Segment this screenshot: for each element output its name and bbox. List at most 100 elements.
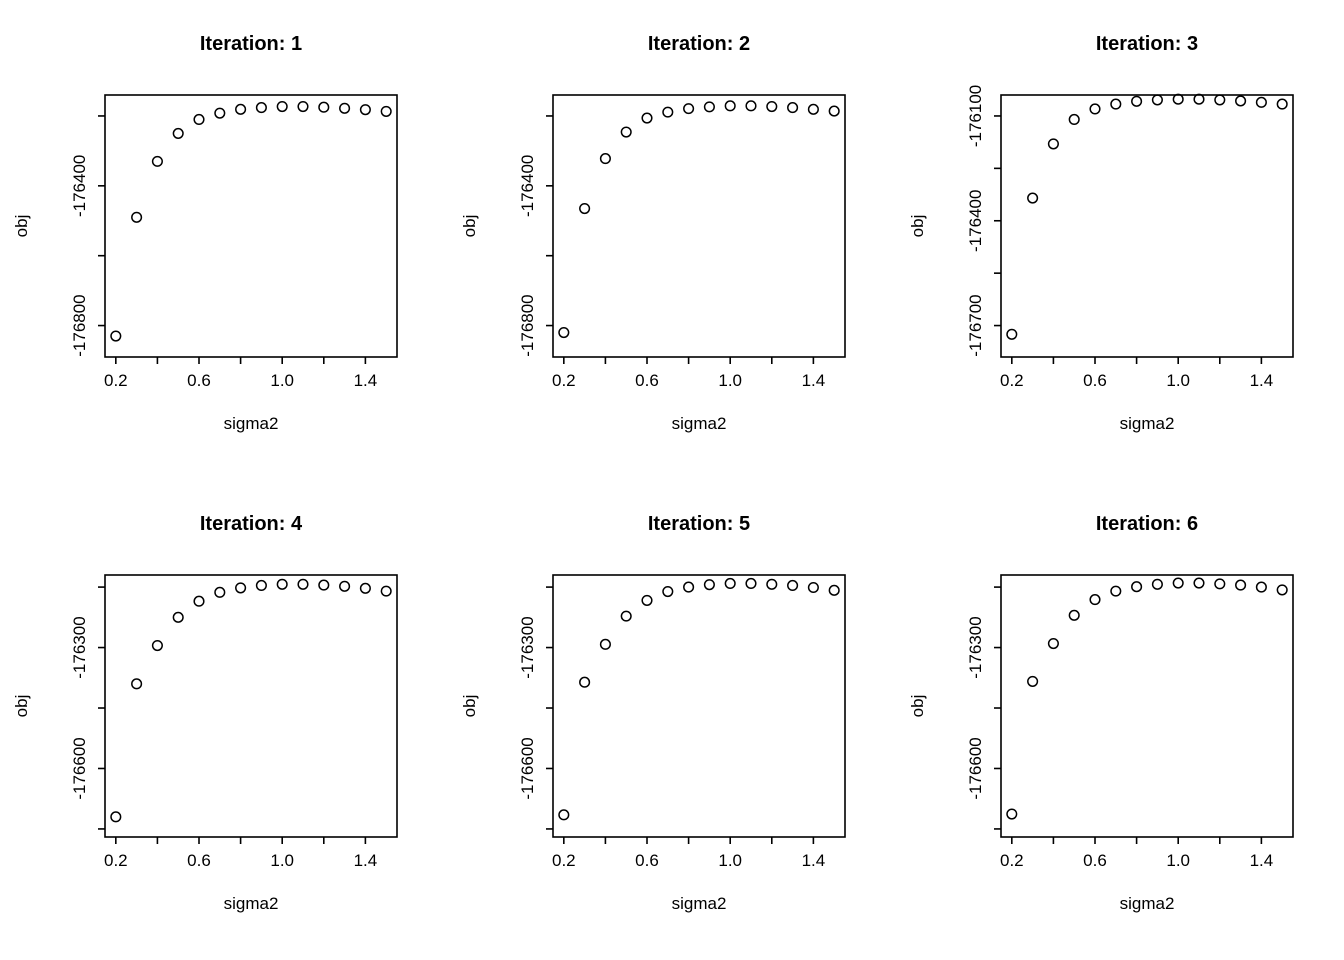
- y-tick-label: -176400: [70, 155, 89, 217]
- scatter-plot-canvas: 0.2 0.6 1.0 1.4 -176300 -176600: [518, 574, 846, 870]
- scatter-plot-canvas: 0.2 0.6 1.0 1.4 -176300 -176600: [966, 574, 1294, 870]
- x-axis-label: sigma2: [223, 894, 279, 913]
- data-point: [1172, 93, 1184, 105]
- data-point: [558, 809, 570, 821]
- plot-panel-iteration-3: Iteration: 3 obj sigma2 0.2 0.6 1.0 1.4 -176…: [896, 0, 1344, 480]
- data-point: [172, 611, 184, 623]
- x-tick-label: 1.4: [1250, 851, 1274, 870]
- data-point: [172, 127, 184, 139]
- plot-title: Iteration: 3: [1095, 33, 1199, 55]
- data-point: [1214, 94, 1226, 106]
- data-point: [1089, 594, 1101, 606]
- data-point: [318, 579, 330, 591]
- x-axis-label: sigma2: [671, 894, 727, 913]
- x-tick-label: 1.0: [718, 371, 742, 390]
- data-point: [1047, 637, 1059, 650]
- data-point: [1172, 577, 1184, 589]
- data-point: [1068, 113, 1080, 126]
- y-tick-label: -176600: [70, 737, 89, 799]
- plot-panel-iteration-5: Iteration: 5 obj sigma2 0.2 0.6 1.0 1.4 -176…: [448, 480, 896, 960]
- data-point: [599, 638, 611, 650]
- data-point: [641, 112, 653, 124]
- x-tick-label: 0.2: [552, 371, 576, 390]
- plot-box: [104, 574, 398, 838]
- data-point: [151, 155, 163, 167]
- data-point: [1027, 675, 1039, 687]
- y-tick-label: -176400: [966, 190, 985, 252]
- data-point: [662, 585, 674, 598]
- scatter-plot-canvas: 0.2 0.6 1.0 1.4 -176400 -176800: [70, 94, 398, 390]
- data-point: [807, 103, 819, 115]
- data-point: [1193, 93, 1205, 105]
- data-point: [724, 577, 736, 590]
- data-point: [683, 581, 695, 593]
- x-tick-label: 0.6: [1083, 851, 1107, 870]
- data-point: [745, 100, 757, 112]
- plot-panel-iteration-6: Iteration: 6 obj sigma2 0.2 0.6 1.0 1.4 -176…: [896, 480, 1344, 960]
- x-tick-label: 0.2: [104, 851, 128, 870]
- x-tick-label: 0.6: [635, 851, 659, 870]
- y-tick-label: -176100: [966, 85, 985, 147]
- data-point: [1193, 577, 1205, 589]
- y-tick-label: -176300: [966, 616, 985, 678]
- y-tick-label: -176700: [966, 294, 985, 356]
- x-tick-label: 1.0: [1166, 371, 1190, 390]
- plot-title: Iteration: 2: [647, 33, 751, 55]
- x-tick-label: 0.6: [187, 371, 211, 390]
- x-tick-label: 1.4: [1250, 371, 1274, 390]
- plot-title: Iteration: 6: [1095, 513, 1199, 535]
- data-point: [828, 105, 840, 117]
- data-point: [193, 595, 205, 607]
- data-point: [110, 811, 122, 823]
- plot-box: [1000, 574, 1294, 838]
- plot-box: [552, 94, 846, 358]
- x-tick-label: 1.4: [802, 851, 826, 870]
- x-tick-label: 1.4: [354, 851, 378, 870]
- data-point: [318, 101, 330, 113]
- data-point: [1089, 103, 1101, 115]
- data-point: [359, 582, 371, 594]
- data-point: [662, 106, 674, 118]
- data-point: [599, 153, 611, 165]
- y-tick-label: -176800: [518, 294, 537, 356]
- data-point: [1151, 94, 1163, 106]
- data-point: [766, 578, 778, 590]
- data-point: [1214, 578, 1226, 590]
- x-axis-label: sigma2: [671, 414, 727, 433]
- data-point: [807, 581, 819, 594]
- data-point: [339, 580, 351, 592]
- data-point: [683, 103, 695, 115]
- x-tick-label: 1.0: [1166, 851, 1190, 870]
- plot-box: [104, 94, 398, 358]
- data-point: [235, 103, 247, 115]
- x-tick-label: 0.2: [1000, 851, 1024, 870]
- data-point: [380, 585, 392, 597]
- data-point: [131, 678, 143, 690]
- x-tick-label: 1.0: [270, 371, 294, 390]
- data-point: [1235, 579, 1247, 591]
- data-point: [558, 326, 570, 339]
- data-point: [703, 101, 715, 113]
- data-point: [193, 113, 205, 126]
- data-point: [1276, 584, 1288, 596]
- plot-title: Iteration: 1: [199, 33, 303, 55]
- data-point: [1068, 609, 1080, 621]
- x-tick-label: 0.2: [104, 371, 128, 390]
- data-point: [214, 107, 226, 119]
- data-point: [703, 579, 715, 591]
- data-point: [1255, 581, 1267, 593]
- y-tick-label: -176300: [70, 616, 89, 678]
- y-tick-label: -176800: [70, 294, 89, 356]
- data-point: [787, 102, 799, 114]
- data-point: [1276, 98, 1288, 110]
- x-tick-label: 0.6: [1083, 371, 1107, 390]
- data-point: [1131, 581, 1143, 593]
- data-point: [641, 594, 653, 606]
- data-point: [359, 104, 371, 116]
- data-point: [1255, 96, 1267, 108]
- y-tick-label: -176600: [518, 737, 537, 799]
- data-point: [1110, 585, 1122, 597]
- data-point: [276, 100, 288, 113]
